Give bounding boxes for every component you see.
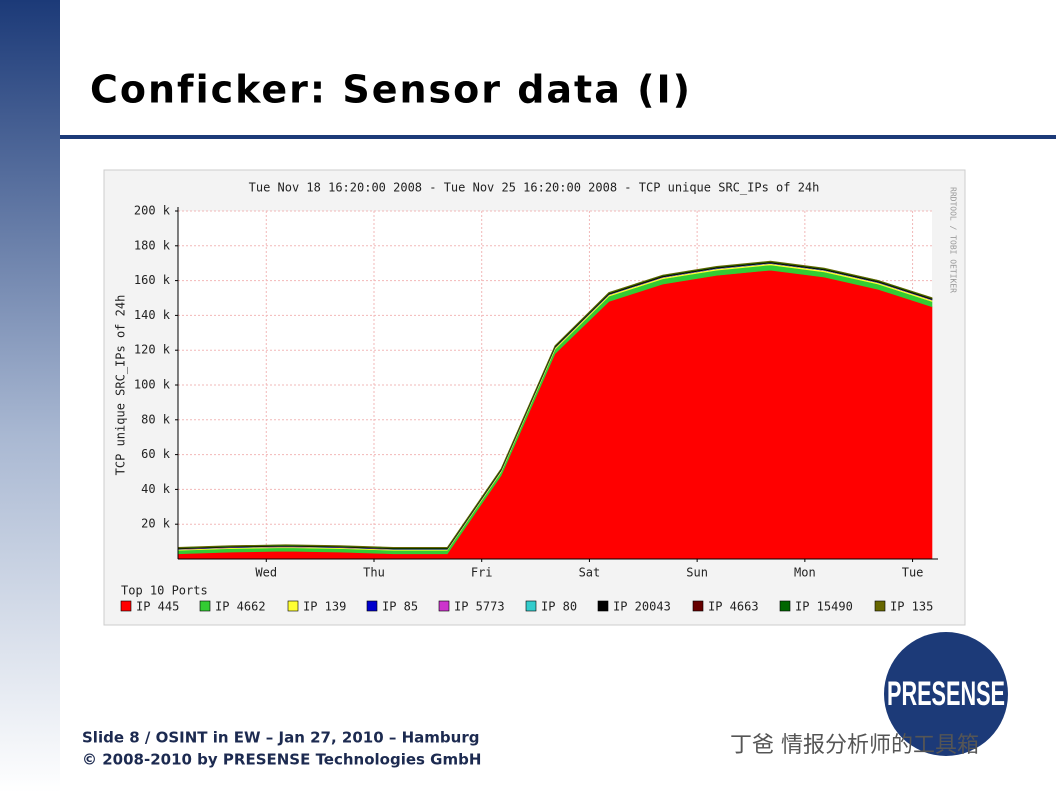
y-tick-label: 180 k [134,238,171,252]
y-tick-label: 100 k [134,378,171,392]
legend-label: IP 15490 [795,600,853,614]
x-tick-label: Thu [363,566,385,580]
legend-swatch [525,600,537,612]
legend-swatch [366,600,378,612]
chart-title: Tue Nov 18 16:20:00 2008 - Tue Nov 25 16… [249,181,820,195]
y-tick-label: 200 k [134,204,171,218]
x-tick-label: Mon [794,566,816,580]
side-stripe [0,0,60,793]
title-rule [60,135,1056,139]
footer-line: © 2008-2010 by PRESENSE Technologies Gmb… [82,751,481,769]
watermark: 丁爸 情报分析师的工具箱 [730,733,979,758]
legend-label: IP 4663 [708,600,759,614]
legend-swatch [779,600,791,612]
y-tick-label: 60 k [141,447,171,461]
area [177,260,933,548]
legend-label: IP 135 [890,600,933,614]
x-tick-label: Sat [579,566,601,580]
legend-swatch [120,600,132,612]
x-tick-label: Tue [902,566,924,580]
y-tick-label: 40 k [141,482,171,496]
legend-label: IP 85 [382,600,418,614]
legend-label: IP 5773 [454,600,505,614]
y-tick-label: 160 k [134,273,171,287]
legend-label: IP 4662 [215,600,266,614]
x-tick-label: Fri [471,566,493,580]
legend-swatch [597,600,609,612]
legend-swatch [692,600,704,612]
footer-line: Slide 8 / OSINT in EW – Jan 27, 2010 – H… [82,729,479,747]
y-tick-label: 20 k [141,517,171,531]
y-tick-label: 140 k [134,308,171,322]
legend-swatch [874,600,886,612]
x-tick-label: Wed [255,566,277,580]
y-tick-label: 120 k [134,343,171,357]
y-tick-label: 80 k [141,412,171,426]
slide-title: Conficker: Sensor data (I) [90,68,692,112]
legend-label: IP 80 [541,600,577,614]
legend-swatch [199,600,211,612]
logo-text: PRESENSE [887,675,1005,713]
legend-label: IP 139 [303,600,346,614]
legend-swatch [287,600,299,612]
legend-title: Top 10 Ports [121,584,208,598]
y-axis-label: TCP unique SRC_IPs of 24h [114,295,128,476]
x-tick-label: Sun [686,566,708,580]
logo-circle [884,632,1008,756]
side-note: RRDTOOL / TOBI OETIKER [949,187,958,293]
legend-label: IP 20043 [613,600,671,614]
legend-label: IP 445 [136,600,179,614]
legend-swatch [438,600,450,612]
